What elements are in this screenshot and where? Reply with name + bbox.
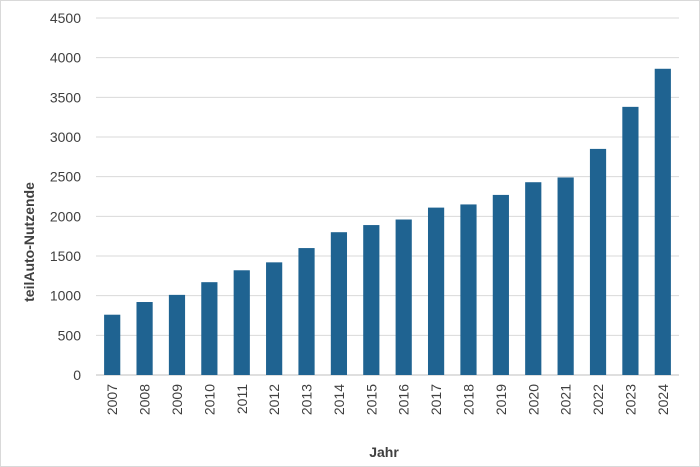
x-tick-label: 2009	[169, 384, 185, 415]
y-tick-label: 3500	[50, 89, 81, 105]
bar-2012	[266, 262, 283, 375]
bar-2014	[330, 232, 348, 375]
x-tick-label: 2022	[590, 384, 606, 415]
x-tick-label: 2020	[525, 384, 541, 415]
bar-2016	[395, 219, 412, 375]
bar-2013	[298, 248, 315, 375]
bars	[104, 68, 671, 376]
bar-2010	[201, 282, 218, 375]
bar-2015	[363, 225, 380, 375]
y-tick-label: 1000	[50, 288, 81, 304]
y-tick-label: 1500	[50, 248, 81, 264]
y-tick-label: 3000	[50, 129, 81, 145]
y-tick-label: 2000	[50, 208, 81, 224]
x-tick-label: 2015	[363, 384, 379, 415]
x-tick-label: 2014	[331, 384, 347, 415]
y-tick-label: 500	[58, 327, 82, 343]
bar-2017	[427, 207, 445, 375]
y-tick-label: 4000	[50, 50, 81, 66]
x-tick-label: 2010	[201, 384, 217, 415]
y-axis-title: teilAuto-Nutzende	[21, 182, 37, 302]
x-tick-label: 2018	[460, 384, 476, 415]
x-tick-label: 2013	[299, 384, 315, 415]
x-tick-label: 2008	[137, 384, 153, 415]
x-tick-label: 2007	[104, 384, 120, 415]
bar-2020	[525, 182, 542, 375]
bar-2007	[104, 314, 121, 375]
x-tick-labels: 2007 2008 2009 2010 2011 2012 2013 2014 2015 2016…	[104, 384, 671, 415]
bar-2019	[492, 194, 509, 375]
x-axis-title: Jahr	[369, 444, 399, 460]
bar-2018	[460, 204, 477, 375]
bar-2011	[233, 270, 250, 375]
x-tick-label: 2011	[234, 384, 250, 414]
y-tick-label: 2500	[50, 169, 81, 185]
y-tick-labels: 0 500 1000 1500 2000 2500 3000 3500 4000 4500	[50, 10, 81, 383]
x-tick-label: 2017	[428, 384, 444, 415]
x-tick-label: 2016	[396, 384, 412, 415]
x-tick-label: 2012	[266, 384, 282, 415]
bar-2008	[136, 302, 153, 375]
bar-2024	[654, 68, 671, 376]
gridlines	[96, 17, 679, 376]
y-tick-label: 4500	[50, 10, 81, 26]
bar-2009	[168, 294, 186, 375]
bar-2022	[589, 148, 607, 375]
x-tick-label: 2021	[558, 384, 574, 415]
y-tick-label: 0	[73, 367, 81, 383]
bar-2021	[557, 177, 574, 375]
x-tick-label: 2019	[493, 384, 509, 415]
x-tick-label: 2023	[622, 384, 638, 415]
bar-2023	[622, 106, 639, 375]
x-tick-label: 2024	[655, 384, 671, 415]
